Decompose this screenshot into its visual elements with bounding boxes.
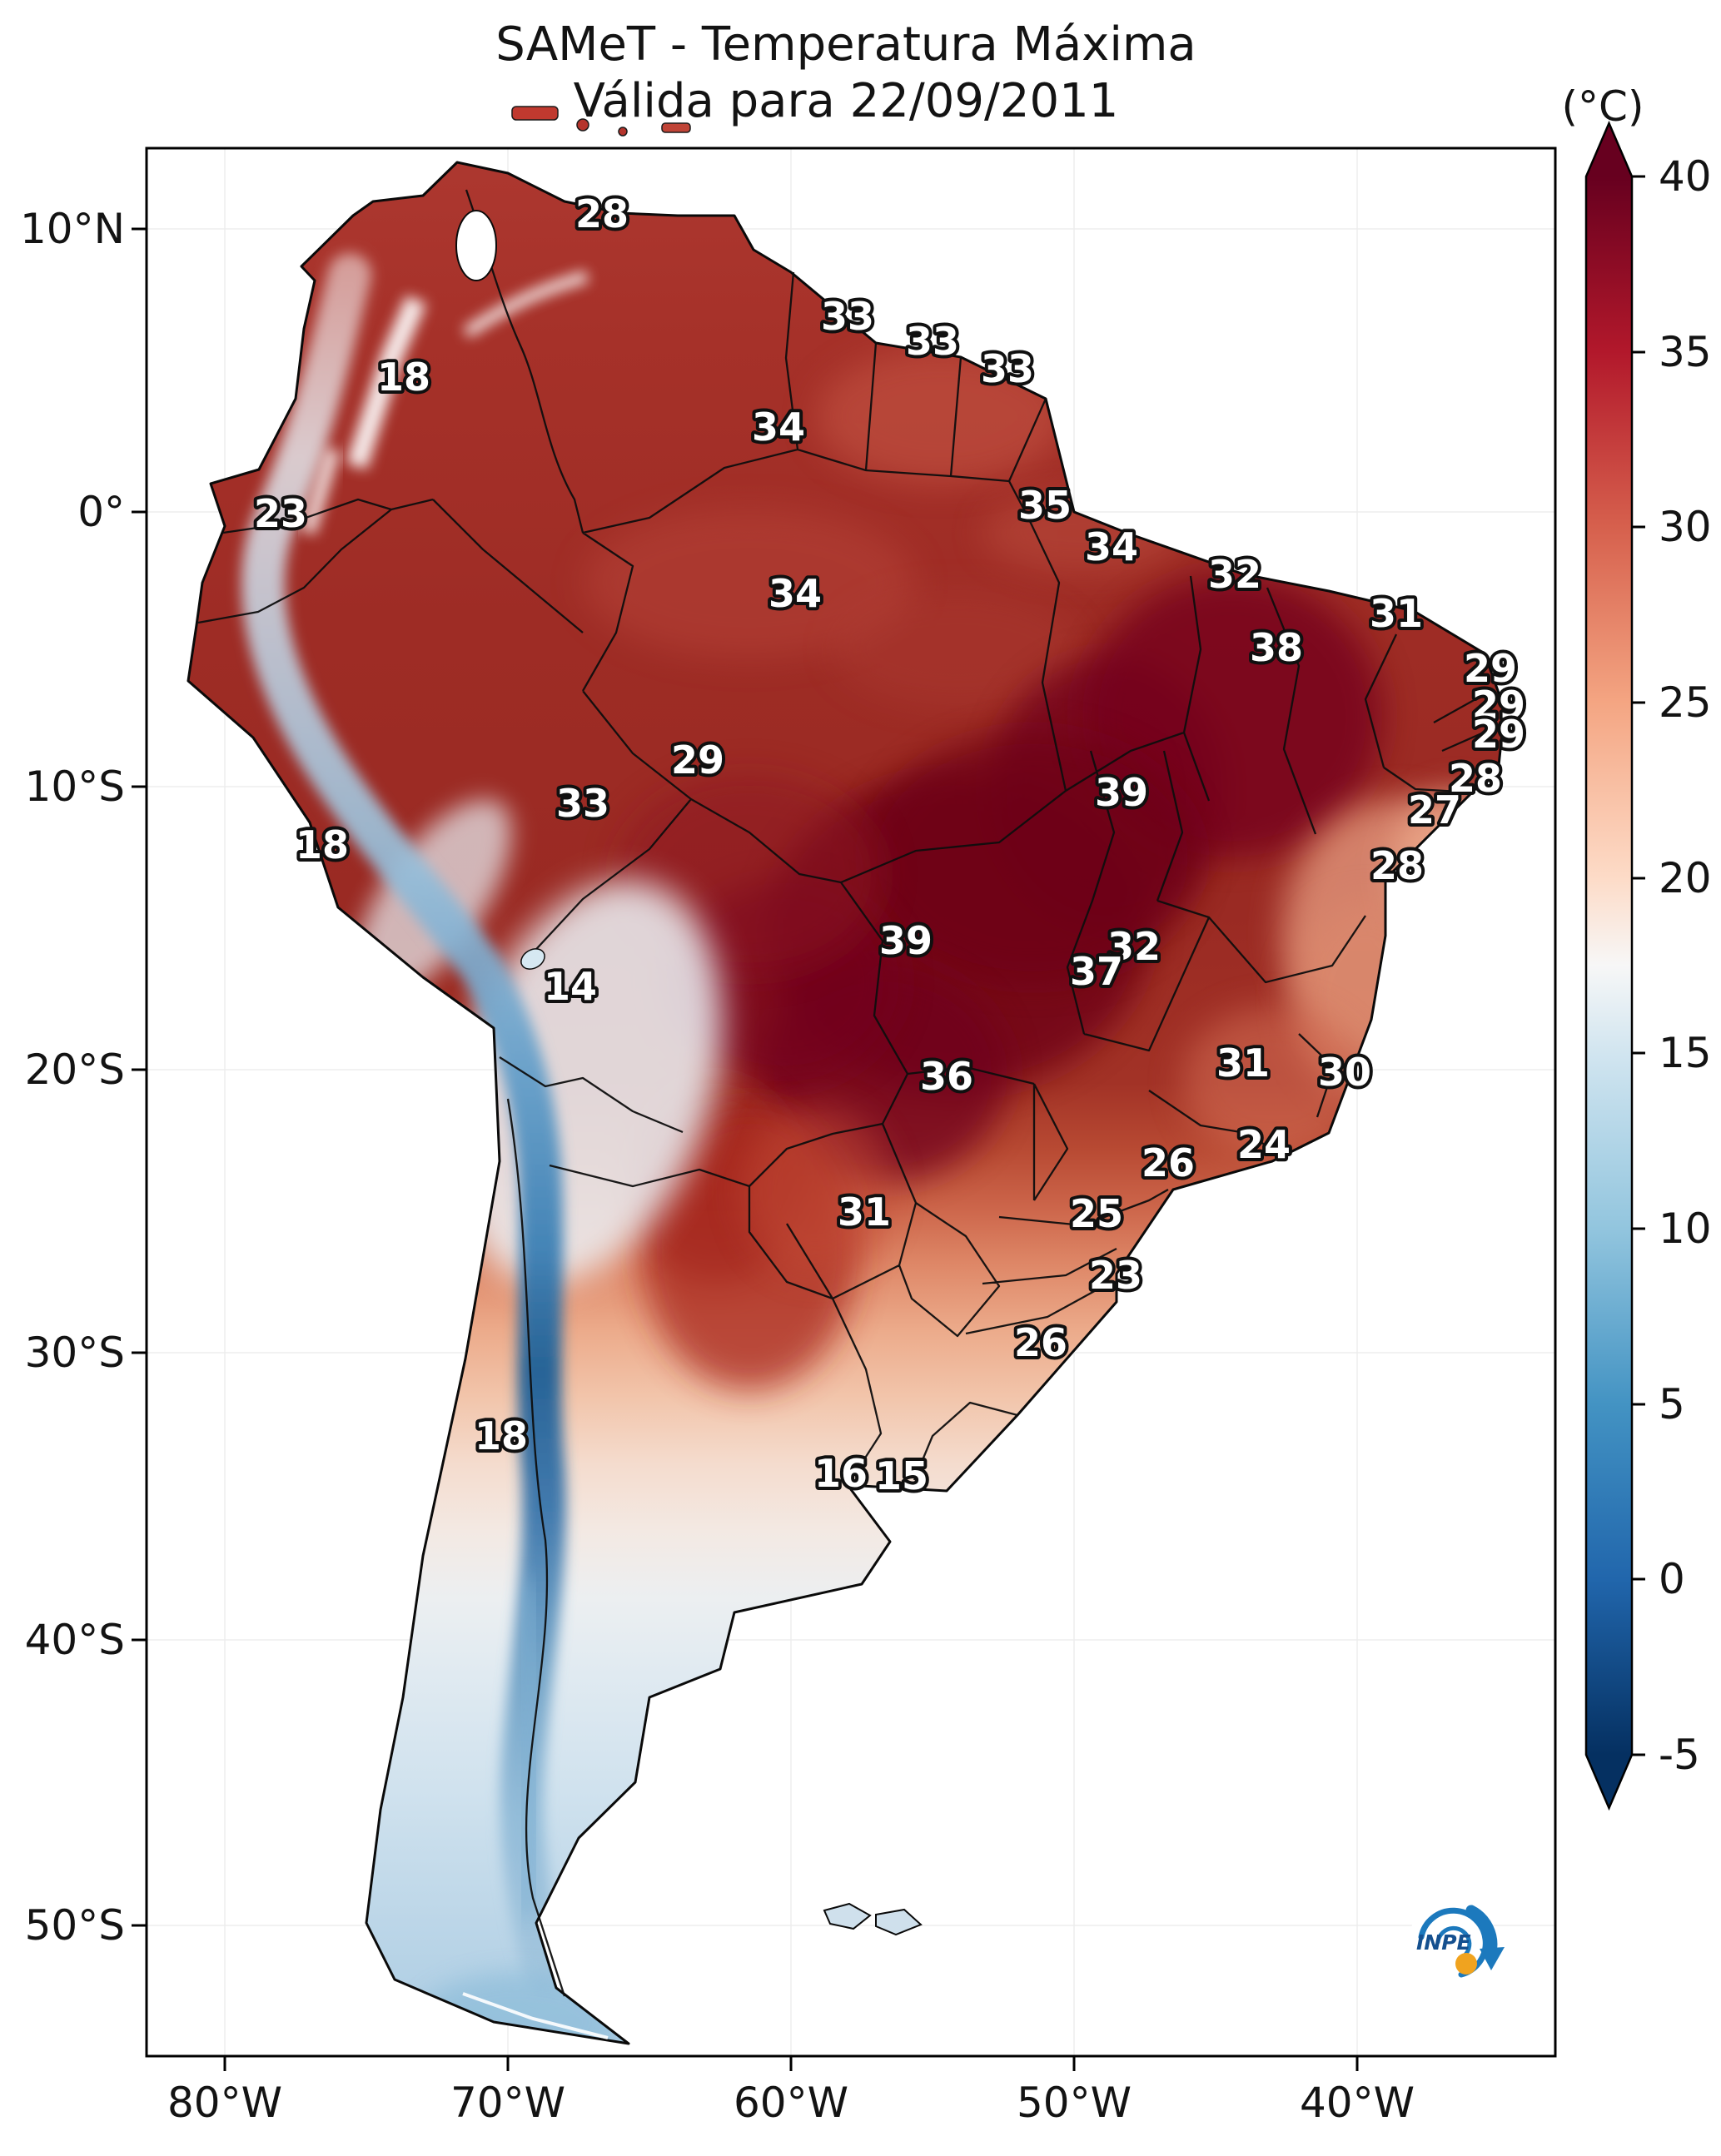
- temperature-label: 14: [544, 964, 597, 1009]
- lake-titicaca: [520, 948, 545, 970]
- temperature-field: [188, 162, 1505, 2044]
- temperature-label: 27: [1408, 787, 1461, 832]
- falkland-islands: [823, 1902, 923, 1936]
- latitude-axis: 10°N 0° 10°S 20°S 30°S 40°S 50°S: [20, 205, 147, 1950]
- temperature-label: 39: [879, 918, 933, 963]
- temperature-label: 31: [1216, 1041, 1270, 1085]
- lat-tick-label: 10°N: [20, 205, 125, 253]
- inpe-orange-dot: [1455, 1953, 1477, 1975]
- temperature-label: 38: [1250, 625, 1303, 670]
- temperature-label: 33: [981, 346, 1034, 391]
- temperature-label: 33: [556, 781, 609, 826]
- temperature-label: 25: [1070, 1191, 1123, 1236]
- inpe-logo-text: INPE: [1416, 1930, 1471, 1955]
- colorbar-tick-label: 5: [1659, 1380, 1685, 1428]
- temperature-label: 26: [1142, 1140, 1195, 1185]
- temperature-label: 24: [1237, 1122, 1291, 1167]
- colorbar-unit-label: (°C): [1562, 82, 1644, 131]
- temperature-label: 35: [1018, 483, 1072, 528]
- temperature-label: 31: [838, 1190, 891, 1234]
- lat-tick-label: 40°S: [25, 1616, 125, 1664]
- colorbar-tick-label: 40: [1659, 152, 1712, 201]
- title-line2: Válida para 22/09/2011: [574, 74, 1119, 128]
- lat-tick-label: 10°S: [25, 763, 125, 811]
- lat-tick-label: 30°S: [25, 1329, 125, 1377]
- inpe-arrow-icon: [1465, 1905, 1498, 1958]
- colorbar-ticks: 40 35 30 25 20 15 10 5 0 -5: [1632, 152, 1712, 1779]
- political-borders: [197, 189, 1500, 1997]
- temperature-label: 29: [1464, 646, 1517, 691]
- temperature-label: 18: [475, 1413, 528, 1458]
- colorbar-tick-label: 25: [1659, 678, 1712, 727]
- temperature-label: 34: [1085, 524, 1138, 569]
- colorbar-bar: [1584, 120, 1634, 1811]
- colorbar-tick-label: 30: [1659, 503, 1712, 551]
- colorbar-tick-label: 0: [1659, 1555, 1685, 1603]
- temperature-label: 28: [1449, 756, 1502, 801]
- temperature-label: 33: [821, 294, 874, 339]
- temperature-label: 18: [296, 822, 349, 867]
- temperature-label: 28: [1370, 843, 1424, 888]
- temperature-label: 29: [1472, 712, 1525, 757]
- temperature-label: 32: [1107, 924, 1161, 969]
- temperature-label: 39: [1095, 770, 1148, 815]
- lon-tick-label: 60°W: [734, 2079, 848, 2127]
- colorbar-tick-label: -5: [1659, 1731, 1700, 1779]
- temperature-label: 33: [906, 319, 959, 364]
- temperature-label: 30: [1318, 1050, 1371, 1095]
- temperature-label: 15: [875, 1453, 928, 1498]
- map-frame: [145, 147, 1557, 2058]
- temperature-label: 37: [1070, 949, 1123, 994]
- temperature-label: 23: [1089, 1253, 1142, 1298]
- magellan-strait: [462, 1992, 609, 2039]
- temperature-label: 18: [377, 355, 430, 400]
- temperature-label: 34: [768, 571, 822, 616]
- temperature-label: 23: [254, 491, 307, 536]
- temperature-label: 31: [1370, 591, 1423, 636]
- lat-tick-label: 20°S: [25, 1046, 125, 1094]
- longitude-axis: 80°W 70°W 60°W 50°W 40°W: [167, 2056, 1415, 2127]
- colorbar: 40 35 30 25 20 15 10 5 0 -5: [1584, 120, 1712, 1811]
- coastline: [187, 161, 1506, 2045]
- temperature-label: 34: [752, 405, 805, 450]
- title-line1: SAMeT - Temperatura Máxima: [495, 17, 1196, 72]
- lon-tick-label: 70°W: [450, 2079, 565, 2127]
- colorbar-tick-label: 15: [1659, 1029, 1712, 1077]
- temperature-label: 32: [1208, 552, 1261, 597]
- lon-tick-label: 50°W: [1017, 2079, 1132, 2127]
- temperature-label: 36: [920, 1054, 973, 1099]
- temperature-label: 16: [814, 1451, 868, 1496]
- lon-tick-label: 40°W: [1300, 2079, 1415, 2127]
- colorbar-tick-label: 20: [1659, 854, 1712, 902]
- lat-tick-label: 50°S: [25, 1901, 125, 1950]
- lon-tick-label: 80°W: [167, 2079, 282, 2127]
- inpe-logo: INPE: [1408, 1899, 1505, 1989]
- temperature-label: 29: [671, 738, 724, 782]
- temperature-label: 26: [1014, 1320, 1067, 1365]
- temperature-label: 28: [575, 191, 629, 236]
- lat-tick-label: 0°: [77, 488, 125, 536]
- caribbean-islands: [511, 106, 691, 137]
- lake-maracaibo: [455, 210, 497, 281]
- temperature-label: 29: [1472, 683, 1525, 728]
- colorbar-tick-label: 35: [1659, 328, 1712, 376]
- colorbar-tick-label: 10: [1659, 1205, 1712, 1253]
